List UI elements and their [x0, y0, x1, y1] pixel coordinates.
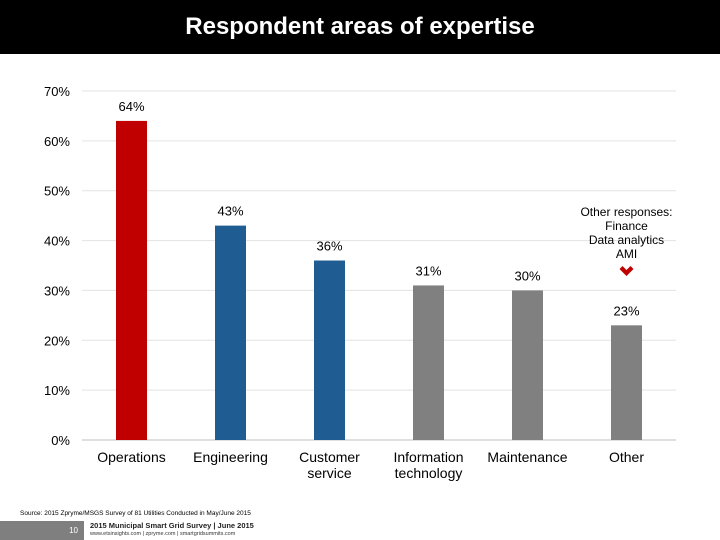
bar: [611, 325, 642, 440]
annotation-text: AMI: [616, 247, 637, 261]
y-tick-label: 30%: [44, 283, 70, 298]
x-tick-label: Customer: [299, 449, 360, 465]
y-tick-label: 60%: [44, 134, 70, 149]
footer-survey-title: 2015 Municipal Smart Grid Survey | June …: [90, 521, 254, 530]
bar: [512, 290, 543, 440]
footer-urls: www.etsinsights.com | zpryme.com | smart…: [90, 531, 236, 537]
y-tick-label: 50%: [44, 184, 70, 199]
y-tick-label: 40%: [44, 234, 70, 249]
data-label: 36%: [316, 239, 342, 254]
page-number: 10: [69, 526, 78, 535]
bar: [215, 225, 246, 440]
y-tick-label: 10%: [44, 383, 70, 398]
chevron-down-icon: [619, 266, 634, 276]
data-label: 43%: [217, 204, 243, 219]
bar: [314, 260, 345, 440]
data-label: 30%: [514, 268, 540, 283]
bar: [116, 120, 147, 441]
bar-chart: 0% 10% 20% 30% 40% 50% 60% 70% 64% Operations 43% E…: [44, 84, 676, 481]
data-label: 23%: [613, 303, 639, 318]
source-note: Source: 2015 Zpryme/MSGS Survey of 81 Ut…: [20, 510, 251, 517]
x-tick-label: Information: [393, 449, 463, 465]
data-label: 64%: [118, 99, 144, 114]
annotation-text: Finance: [605, 219, 648, 233]
y-tick-label: 70%: [44, 84, 70, 99]
x-tick-label: Maintenance: [487, 449, 567, 465]
x-tick-label: Operations: [97, 449, 165, 465]
bar: [413, 285, 444, 440]
annotation-text: Data analytics: [589, 233, 664, 247]
x-tick-label: technology: [395, 465, 463, 481]
footer-page-block: [0, 521, 84, 540]
annotation-text: Other responses:: [580, 205, 672, 219]
data-label: 31%: [415, 263, 441, 278]
title-bar: [0, 0, 720, 54]
x-tick-label: Engineering: [193, 449, 268, 465]
y-tick-label: 20%: [44, 333, 70, 348]
slide-title: Respondent areas of expertise: [185, 13, 535, 40]
x-tick-label: Other: [609, 449, 644, 465]
x-tick-label: service: [307, 465, 352, 481]
y-tick-label: 0%: [51, 433, 70, 448]
